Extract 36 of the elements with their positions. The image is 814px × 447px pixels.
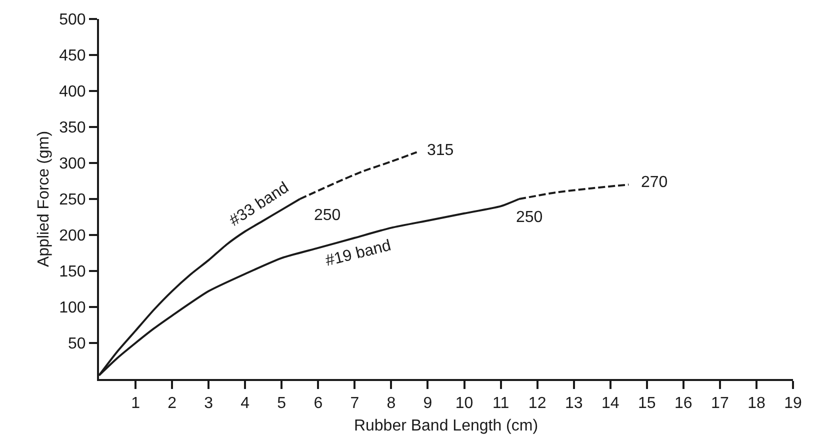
y-tick-label: 250 <box>59 192 86 209</box>
x-tick-label: 14 <box>601 395 620 412</box>
y-tick-label: 500 <box>59 12 86 29</box>
y-tick-label: 50 <box>68 336 86 353</box>
x-tick-label: 16 <box>674 395 692 412</box>
x-tick-label: 17 <box>711 395 729 412</box>
x-tick-label: 18 <box>748 395 766 412</box>
x-tick-label: 8 <box>386 395 396 412</box>
annotation: 315 <box>427 142 454 159</box>
x-tick-label: 10 <box>455 395 474 412</box>
annotation: 250 <box>314 207 341 224</box>
annotation: 270 <box>641 174 668 191</box>
x-tick-label: 5 <box>277 395 286 412</box>
x-tick-label: 19 <box>784 395 802 412</box>
x-tick-label: 2 <box>168 395 177 412</box>
x-tick-label: 6 <box>314 395 323 412</box>
y-tick-label: 100 <box>59 300 86 317</box>
x-tick-label: 1 <box>131 395 140 412</box>
x-tick-label: 13 <box>564 395 583 412</box>
x-tick-label: 3 <box>204 395 214 412</box>
x-tick-label: 4 <box>240 395 250 412</box>
y-tick-label: 200 <box>59 228 86 245</box>
x-tick-label: 9 <box>423 395 432 412</box>
y-tick-label: 350 <box>59 120 86 137</box>
y-axis-title: Applied Force (gm) <box>35 130 52 268</box>
y-tick-label: 400 <box>59 84 86 101</box>
y-tick-label: 300 <box>59 156 86 173</box>
x-tick-label: 15 <box>638 395 656 412</box>
y-tick-label: 150 <box>59 264 86 281</box>
x-tick-label: 12 <box>528 395 546 412</box>
x-tick-label: 7 <box>350 395 360 412</box>
y-tick-label: 450 <box>59 48 86 65</box>
x-tick-label: 11 <box>492 395 510 412</box>
annotation: 250 <box>516 209 543 226</box>
text: #19 band <box>324 237 393 270</box>
x-axis-title: Rubber Band Length (cm) <box>354 417 538 434</box>
